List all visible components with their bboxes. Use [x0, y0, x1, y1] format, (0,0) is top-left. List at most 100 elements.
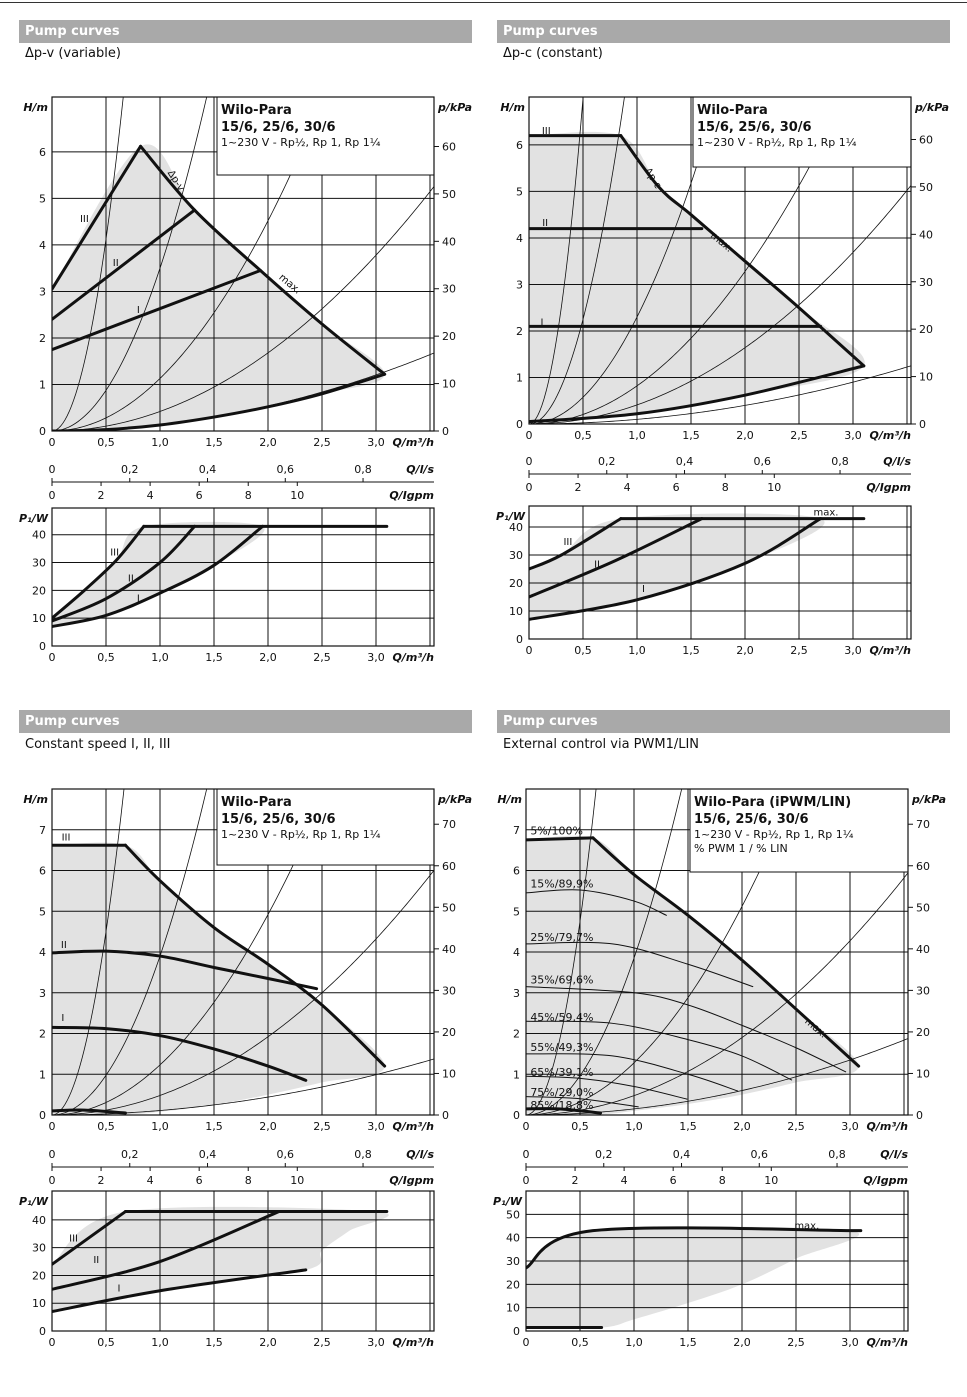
x-tick-label: 1,0: [151, 1120, 169, 1133]
x-tick-label: 0: [523, 1120, 530, 1133]
x-tick-label: 3,0: [367, 651, 385, 664]
y-tick-label: 1: [39, 1068, 46, 1081]
x-tick-label: 1,0: [628, 429, 646, 442]
curve-label: max.: [814, 508, 839, 519]
plot-area: [529, 506, 911, 639]
curve-label: III: [62, 833, 71, 844]
y-tick-label: 6: [39, 865, 46, 878]
gpm-tick-label: 0: [49, 1174, 56, 1187]
legend-line: 15/6, 25/6, 30/6: [221, 812, 336, 827]
system-curve: [529, 365, 911, 424]
curve-max: [139, 144, 387, 376]
gpm-tick-label: 10: [767, 481, 781, 494]
curve-label: III: [563, 537, 572, 548]
kpa-tick-label: 40: [442, 943, 456, 956]
series-group: [529, 134, 866, 424]
x-tick-label: 1,0: [151, 436, 169, 449]
gpm-tick-label: 4: [621, 1174, 628, 1187]
gpm-tick-label: 8: [722, 481, 729, 494]
x-tick-label: 1,5: [205, 1336, 223, 1349]
x-tick-label: 3,0: [841, 1336, 859, 1349]
kpa-tick-label: 30: [916, 984, 930, 997]
x-tick-label: 2,0: [259, 1120, 277, 1133]
gpm-tick-label: 6: [196, 489, 203, 502]
kpa-tick-label: 0: [916, 1109, 923, 1122]
x-tick-label: 0,5: [97, 1120, 115, 1133]
kpa-tick-label: 50: [919, 181, 933, 194]
ls-axis-title: Q/l/s: [880, 1148, 908, 1161]
kpa-tick-label: 60: [442, 140, 456, 153]
curve-55493: [526, 1053, 739, 1092]
curve-max: [619, 134, 866, 368]
curve-iii: [52, 144, 143, 291]
y-tick-label: 10: [509, 605, 523, 618]
panel-header-dpv: Pump curves: [19, 20, 472, 43]
curve-label: III: [542, 126, 551, 137]
legend-line: 1~230 V - Rp½, Rp 1, Rp 1¼: [697, 136, 857, 149]
curve-35696: [526, 986, 847, 1073]
x-tick-label: 1,5: [205, 436, 223, 449]
kpa-tick-label: 50: [442, 901, 456, 914]
y-axis-title: P₁/W: [19, 1195, 49, 1208]
y-axis-title: P₁/W: [496, 510, 526, 523]
curve-i: [52, 524, 265, 629]
gpm-tick-label: 10: [290, 1174, 304, 1187]
kpa-tick-label: 40: [442, 235, 456, 248]
ls-tick-label: 0,2: [121, 1148, 139, 1161]
ls-tick-label: 0,8: [354, 1148, 372, 1161]
ls-tick-label: 0,4: [199, 1148, 217, 1161]
x-tick-label: 0,5: [574, 644, 592, 657]
y-tick-label: 3: [513, 987, 520, 1000]
y-tick-label: 2: [513, 1028, 520, 1041]
x-tick-label: 2,5: [313, 651, 331, 664]
x-tick-label: 3,0: [367, 1120, 385, 1133]
system-curve: [529, 97, 846, 424]
y-tick-label: 6: [513, 865, 520, 878]
ls-tick-label: 0,8: [831, 455, 849, 468]
panel-header-pwm: Pump curves: [497, 710, 950, 733]
panel-subtitle-dpv: Δp-v (variable): [25, 46, 121, 61]
curve-min: [52, 1108, 127, 1115]
ls-tick-label: 0,2: [595, 1148, 613, 1161]
y2-axis-title: p/kPa: [914, 101, 949, 114]
y-tick-label: 3: [516, 278, 523, 291]
curve-label: 15%/89,9%: [530, 878, 593, 891]
curve-max: [123, 843, 387, 1068]
y-tick-label: 4: [39, 946, 46, 959]
gpm-axis-title: Q/Igpm: [863, 1174, 908, 1187]
curve-label: II: [61, 940, 67, 951]
operating-range-area: [52, 521, 265, 627]
y-tick-label: 20: [509, 577, 523, 590]
curve-label: III: [80, 214, 89, 225]
curve-5100: [526, 836, 595, 842]
kpa-tick-label: 40: [919, 228, 933, 241]
gpm-tick-label: 2: [575, 481, 582, 494]
x-tick-label: 0,5: [574, 429, 592, 442]
ls-tick-label: 0,6: [277, 1148, 295, 1161]
legend-box: [216, 96, 435, 176]
y-tick-label: 2: [39, 1028, 46, 1041]
curve-label: I: [137, 305, 140, 316]
ls-tick-label: 0: [526, 455, 533, 468]
kpa-tick-label: 70: [442, 818, 456, 831]
panel-header-dpc: Pump curves: [497, 20, 950, 43]
x-tick-label: 2,0: [259, 651, 277, 664]
y-tick-label: 30: [32, 1242, 46, 1255]
gpm-tick-label: 0: [49, 489, 56, 502]
y-tick-label: 2: [39, 332, 46, 345]
kpa-tick-label: 10: [442, 378, 456, 391]
x-tick-label: 2,5: [790, 644, 808, 657]
gpm-tick-label: 6: [673, 481, 680, 494]
x-tick-label: 2,0: [733, 1336, 751, 1349]
operating-range-area: [529, 513, 825, 620]
x-axis-title: Q/m³/h: [393, 436, 435, 449]
curve-85188: [526, 1107, 603, 1115]
ls-tick-label: 0,2: [598, 455, 616, 468]
kpa-tick-label: 10: [916, 1067, 930, 1080]
x-tick-label: 1,5: [682, 429, 700, 442]
x-tick-label: 0,5: [571, 1120, 589, 1133]
gpm-tick-label: 6: [670, 1174, 677, 1187]
gpm-tick-label: 10: [290, 489, 304, 502]
curve-label: 85%/18,8%: [530, 1099, 593, 1112]
panel-header-constant: Pump curves: [19, 710, 472, 733]
